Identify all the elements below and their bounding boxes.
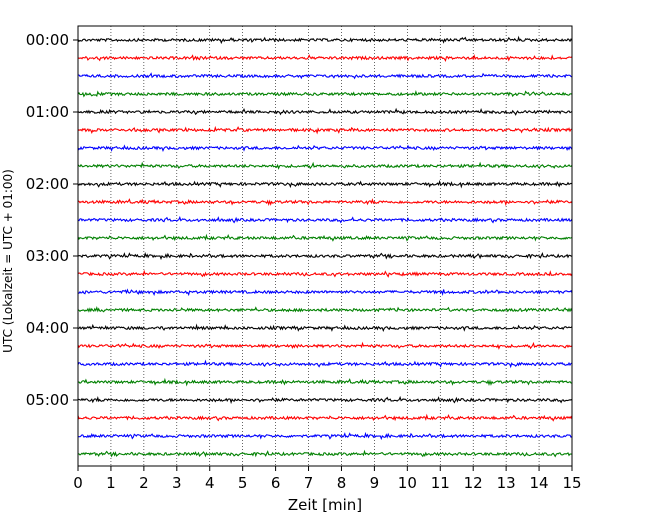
seismic-trace [77, 90, 573, 98]
x-tick-label: 3 [172, 474, 182, 492]
x-tick-label: 12 [464, 474, 483, 492]
seismic-trace [77, 198, 573, 207]
seismic-trace [77, 35, 573, 45]
seismic-trace [77, 323, 573, 332]
seismic-trace [77, 449, 573, 458]
y-tick-label: 02:00 [26, 175, 69, 193]
y-axis-label: UTC (Lokalzeit = UTC + 01:00) [1, 169, 15, 353]
y-tick-label: 05:00 [26, 391, 69, 409]
y-tick-label: 04:00 [26, 319, 69, 337]
seismic-trace [77, 107, 573, 116]
x-tick-label: 5 [238, 474, 248, 492]
seismic-trace [77, 341, 573, 350]
seismic-trace [77, 377, 573, 387]
seismic-trace [77, 251, 573, 261]
seismic-trace [77, 305, 573, 313]
x-tick-label: 13 [497, 474, 516, 492]
seismic-trace [77, 359, 573, 369]
y-tick-label: 01:00 [26, 103, 69, 121]
seismic-trace [77, 144, 573, 152]
seismic-trace [77, 413, 573, 422]
x-tick-label: 9 [370, 474, 380, 492]
x-tick-label: 6 [271, 474, 281, 492]
x-tick-label: 4 [205, 474, 215, 492]
plot-frame [77, 25, 573, 467]
x-tick-label: 11 [431, 474, 450, 492]
vertical-gridlines [110, 26, 540, 466]
x-tick-label: 8 [337, 474, 347, 492]
seismic-trace [77, 179, 573, 189]
x-tick-label: 7 [304, 474, 314, 492]
x-tick-label: 10 [398, 474, 417, 492]
seismic-traces [77, 35, 573, 458]
seismic-trace [77, 125, 573, 135]
seismic-trace [77, 233, 573, 242]
x-tick-label: 0 [73, 474, 83, 492]
y-tick-label: 00:00 [26, 31, 69, 49]
x-tick-label: 14 [530, 474, 549, 492]
seismic-trace [77, 288, 573, 297]
seismic-trace [77, 53, 573, 63]
seismic-trace [77, 72, 573, 80]
x-axis-ticks: 0 1 2 3 4 5 6 7 8 9 10 11 12 13 14 15 [73, 466, 582, 492]
x-tick-label: 2 [139, 474, 149, 492]
x-tick-label: 15 [562, 474, 581, 492]
seismic-trace [77, 395, 573, 405]
seismic-trace [77, 215, 573, 224]
y-tick-label: 03:00 [26, 247, 69, 265]
y-axis-ticks: 00:00 01:00 02:00 03:00 04:00 05:00 [26, 31, 78, 409]
x-tick-label: 1 [106, 474, 116, 492]
seismic-trace [77, 269, 573, 278]
x-axis-label: Zeit [min] [288, 496, 362, 514]
seismic-trace [77, 431, 573, 441]
seismic-trace [77, 161, 573, 170]
